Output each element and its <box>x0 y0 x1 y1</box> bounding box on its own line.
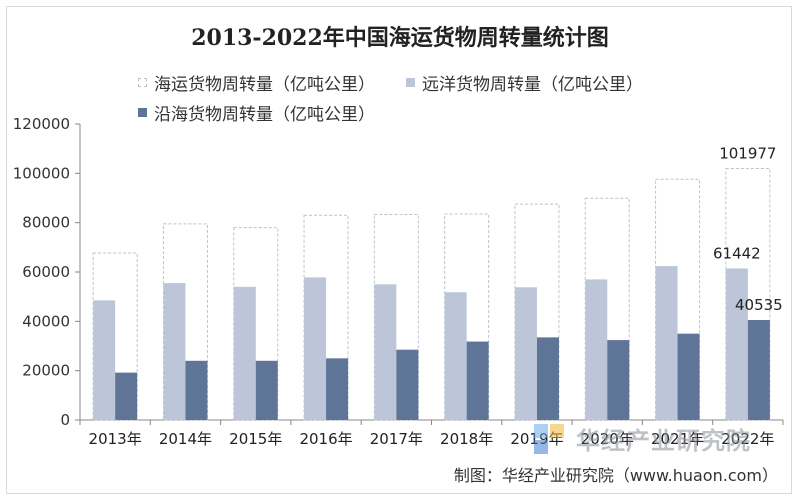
bar-coastal <box>255 360 278 420</box>
bar-ocean <box>655 266 678 420</box>
bar-coastal <box>396 349 419 420</box>
legend-swatch-ocean <box>406 78 415 87</box>
y-tick-label: 0 <box>60 411 70 429</box>
legend-swatch-total <box>138 78 147 87</box>
legend-label-coastal: 沿海货物周转量（亿吨公里） <box>154 105 375 125</box>
legend-swatch-coastal <box>138 108 147 117</box>
x-tick-label: 2013年 <box>89 430 142 448</box>
bar-ocean <box>233 286 256 420</box>
chart-title: 2013-2022年中国海运货物周转量统计图 <box>191 25 609 51</box>
x-tick-label: 2019年 <box>510 430 563 448</box>
x-tick-label: 2016年 <box>299 430 352 448</box>
legend-item-total: 海运货物周转量（亿吨公里） <box>138 70 375 95</box>
bar-ocean <box>93 300 116 420</box>
legend-label-ocean: 远洋货物周转量（亿吨公里） <box>422 75 643 95</box>
bar-coastal <box>607 340 630 420</box>
legend-label-total: 海运货物周转量（亿吨公里） <box>154 75 375 95</box>
source-note: 制图：华经产业研究院（www.huaon.com） <box>453 466 778 485</box>
y-tick-label: 20000 <box>22 362 70 380</box>
bar-coastal <box>185 360 208 420</box>
bar-ocean <box>163 283 186 420</box>
y-tick-label: 80000 <box>22 214 70 232</box>
x-tick-label: 2018年 <box>440 430 493 448</box>
data-label: 61442 <box>713 244 761 262</box>
legend-item-coastal: 沿海货物周转量（亿吨公里） <box>138 100 375 125</box>
bar-ocean <box>374 284 397 420</box>
data-label: 40535 <box>735 296 783 314</box>
data-label: 101977 <box>719 144 776 162</box>
bar-coastal <box>466 341 489 420</box>
y-tick-label: 100000 <box>13 164 70 182</box>
bar-coastal <box>115 372 138 420</box>
legend-item-ocean: 远洋货物周转量（亿吨公里） <box>406 70 643 95</box>
y-tick-label: 40000 <box>22 312 70 330</box>
x-tick-label: 2014年 <box>159 430 212 448</box>
bar-coastal <box>747 320 770 420</box>
x-tick-label: 2022年 <box>721 430 774 448</box>
bar-ocean <box>725 268 748 420</box>
y-tick-label: 120000 <box>13 115 70 133</box>
bar-ocean <box>585 279 608 420</box>
bar-ocean <box>514 287 537 420</box>
x-tick-label: 2017年 <box>370 430 423 448</box>
bar-coastal <box>677 333 700 420</box>
x-tick-label: 2021年 <box>651 430 704 448</box>
bar-coastal <box>326 358 349 420</box>
y-tick-label: 60000 <box>22 263 70 281</box>
bar-ocean <box>444 292 467 420</box>
x-tick-label: 2015年 <box>229 430 282 448</box>
bar-ocean <box>304 277 327 420</box>
x-tick-label: 2020年 <box>581 430 634 448</box>
bar-coastal <box>536 337 559 420</box>
